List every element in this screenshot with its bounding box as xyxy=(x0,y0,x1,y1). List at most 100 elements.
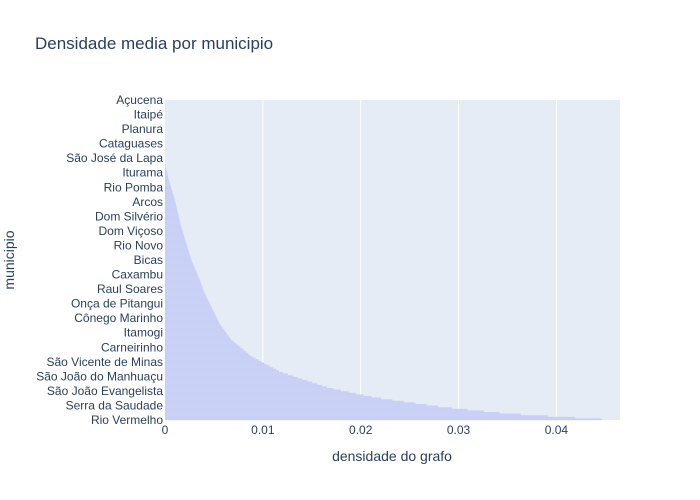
y-tick-label: Dom Silvério xyxy=(95,209,163,223)
bar xyxy=(165,229,183,232)
bar xyxy=(165,351,247,353)
y-tick-label: Bicas xyxy=(134,253,163,267)
bar xyxy=(165,290,204,293)
bar xyxy=(165,391,349,393)
bar xyxy=(165,234,184,237)
bar xyxy=(165,284,202,286)
y-tick-label: Arcos xyxy=(132,195,163,209)
bar xyxy=(165,250,189,253)
bar xyxy=(165,183,171,185)
x-tick-label: 0.02 xyxy=(349,423,373,437)
bar xyxy=(165,367,274,369)
bar xyxy=(165,184,171,187)
y-tick-label: Cataguases xyxy=(99,137,163,151)
y-tick-label: Carneirinho xyxy=(101,340,163,354)
y-tick-label: Rio Pomba xyxy=(104,180,164,194)
bar xyxy=(165,260,192,262)
bar xyxy=(165,396,372,398)
bar xyxy=(165,210,178,213)
bar xyxy=(165,178,169,181)
bar xyxy=(165,192,174,195)
bar xyxy=(165,279,200,281)
bar xyxy=(165,386,327,389)
bar xyxy=(165,415,548,417)
y-tick-label: São João Evangelista xyxy=(47,384,163,398)
y-tick-label: Iturama xyxy=(122,166,163,180)
bar xyxy=(165,338,231,341)
bar xyxy=(165,335,229,337)
bar xyxy=(165,388,334,390)
bar xyxy=(165,236,185,238)
bar xyxy=(165,397,382,400)
bar xyxy=(165,258,192,261)
bar xyxy=(165,266,195,269)
bar xyxy=(165,282,201,285)
bar xyxy=(165,389,341,392)
bar xyxy=(165,311,214,313)
bar xyxy=(165,309,214,312)
bar xyxy=(165,224,182,227)
bar xyxy=(165,333,228,336)
y-tick-label: Raul Soares xyxy=(97,282,163,296)
bar xyxy=(165,327,223,329)
bar xyxy=(165,322,220,325)
bar xyxy=(165,394,364,397)
bar xyxy=(165,292,205,294)
bar xyxy=(165,320,219,323)
bar xyxy=(165,319,218,321)
bar xyxy=(165,384,323,387)
bars xyxy=(165,164,602,421)
bar xyxy=(165,416,575,419)
bar xyxy=(165,276,199,278)
y-tick-label: Itaipé xyxy=(134,108,164,122)
y-tick-label: Itamogi xyxy=(124,326,163,340)
bar xyxy=(165,344,239,347)
bar xyxy=(165,412,500,414)
bar xyxy=(165,348,243,350)
bar xyxy=(165,376,298,379)
x-tick-label: 0 xyxy=(162,423,169,437)
y-tick-label: Onça de Pitangui xyxy=(71,297,163,311)
bar xyxy=(165,402,416,405)
bar xyxy=(165,317,218,320)
bar xyxy=(165,343,237,345)
bar xyxy=(165,359,259,361)
bar xyxy=(165,245,188,248)
bar xyxy=(165,370,279,373)
bar xyxy=(165,239,186,241)
bar xyxy=(165,365,271,368)
y-tick-label: Rio Novo xyxy=(114,238,164,252)
y-axis-title: municipio xyxy=(1,230,17,290)
bar xyxy=(165,269,196,272)
bar xyxy=(165,380,308,382)
bar xyxy=(165,186,172,189)
bar xyxy=(165,418,602,421)
bar xyxy=(165,213,179,216)
x-axis-ticks: 0 0.01 0.02 0.03 0.04 xyxy=(162,423,569,437)
bar xyxy=(165,314,216,317)
bar xyxy=(165,221,181,224)
bar xyxy=(165,341,235,344)
bar xyxy=(165,247,188,249)
bar xyxy=(165,392,357,395)
bar xyxy=(165,189,173,192)
y-tick-label: Serra da Saudade xyxy=(66,398,164,412)
bar xyxy=(165,410,484,413)
bar xyxy=(165,170,167,173)
bar xyxy=(165,237,185,240)
bar xyxy=(165,242,187,245)
bar xyxy=(165,168,167,171)
bar xyxy=(165,316,217,318)
bar xyxy=(165,383,318,385)
bar xyxy=(165,228,182,230)
bar xyxy=(165,277,200,280)
bar xyxy=(165,304,211,307)
bar xyxy=(165,378,303,381)
bar xyxy=(165,197,175,200)
bar xyxy=(165,261,193,264)
bar xyxy=(165,264,194,267)
bar xyxy=(165,285,203,288)
bar xyxy=(165,381,313,384)
bar xyxy=(165,180,170,182)
